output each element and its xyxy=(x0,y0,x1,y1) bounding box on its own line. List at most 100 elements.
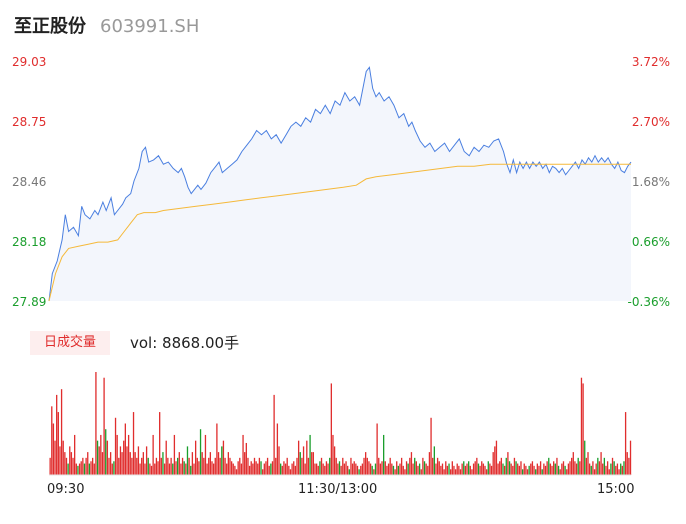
volume-bar xyxy=(371,465,373,475)
volume-bar xyxy=(340,465,342,475)
volume-bar xyxy=(402,465,404,475)
volume-bar xyxy=(350,457,352,475)
volume-bar xyxy=(177,457,179,475)
volume-bar xyxy=(168,463,171,475)
volume-bar xyxy=(502,463,504,475)
volume-bar xyxy=(600,452,602,475)
stock-name: 至正股份 xyxy=(14,16,86,37)
volume-bar xyxy=(575,463,578,475)
volume-bar xyxy=(309,434,311,475)
volume-bar xyxy=(577,457,579,475)
volume-bar xyxy=(549,463,552,475)
volume-bar xyxy=(616,463,619,475)
volume-bar xyxy=(70,452,73,475)
volume-bar xyxy=(597,457,599,475)
volume-bar xyxy=(387,463,390,475)
volume-bar xyxy=(126,446,128,475)
volume-bar xyxy=(606,461,609,475)
volume-bar xyxy=(410,452,413,475)
volume-bar xyxy=(253,457,256,475)
volume-bar xyxy=(579,461,581,475)
volume-bar xyxy=(363,457,365,475)
volume-bar xyxy=(75,463,77,475)
volume-bar xyxy=(621,465,623,475)
volume-bar xyxy=(208,457,210,475)
volume-bar xyxy=(137,446,140,475)
volume-bar xyxy=(536,463,538,475)
volume-bar xyxy=(451,461,453,475)
volume-bar xyxy=(376,423,378,475)
volume-bar xyxy=(271,461,274,475)
price-panel xyxy=(48,66,632,302)
volume-bar xyxy=(620,463,622,475)
volume-bar xyxy=(139,463,141,475)
percent-tick-label: 2.70% xyxy=(631,115,670,129)
volume-bar xyxy=(414,457,416,475)
volume-bar xyxy=(204,434,207,475)
volume-bar xyxy=(427,465,429,475)
volume-bar xyxy=(389,457,391,475)
volume-bar xyxy=(436,457,439,475)
volume-bar xyxy=(198,461,200,475)
volume-bar xyxy=(459,469,462,475)
volume-bar xyxy=(270,463,272,475)
volume-bar xyxy=(132,412,135,475)
volume-bar xyxy=(404,469,406,475)
volume-bar xyxy=(324,465,326,475)
volume-bar xyxy=(162,452,164,475)
volume-bar xyxy=(193,463,195,475)
price-tick-label: 27.89 xyxy=(12,295,47,309)
volume-bar xyxy=(487,461,489,475)
volume-bar xyxy=(481,461,483,475)
volume-bar xyxy=(391,463,393,475)
volume-bar xyxy=(263,463,265,475)
volume-bar xyxy=(360,465,362,475)
chart-header: 至正股份 603991.SH xyxy=(14,12,199,40)
volume-bar xyxy=(118,457,120,475)
volume-bar xyxy=(500,457,503,475)
volume-bar xyxy=(82,457,84,475)
volume-bar xyxy=(445,461,447,475)
volume-bar xyxy=(386,465,388,475)
price-area-fill xyxy=(49,67,631,301)
volume-bar xyxy=(191,452,194,475)
volume-bar xyxy=(466,463,468,475)
volume-bar xyxy=(409,457,411,475)
volume-bar xyxy=(123,440,125,475)
volume-bar xyxy=(626,452,628,475)
volume-bar xyxy=(77,465,79,475)
volume-bar xyxy=(178,452,180,475)
volume-bar xyxy=(216,423,218,475)
volume-bar xyxy=(432,457,434,475)
volume-bar xyxy=(482,463,485,475)
volume-bar xyxy=(87,452,89,475)
volume-bar xyxy=(145,446,148,475)
volume-bar xyxy=(222,440,225,475)
volume-bar xyxy=(80,461,82,475)
volume-bar xyxy=(201,452,203,475)
volume-bar xyxy=(342,457,344,475)
average-price-line xyxy=(48,163,631,302)
volume-bar xyxy=(392,465,395,475)
volume-bar xyxy=(217,452,220,475)
volume-bar xyxy=(142,452,144,475)
volume-bar xyxy=(203,457,205,475)
volume-bar xyxy=(348,469,350,475)
volume-bar xyxy=(237,461,239,475)
volume-bar xyxy=(293,461,295,475)
volume-bar xyxy=(224,457,226,475)
price-tick-label: 28.46 xyxy=(12,175,47,189)
volume-bar xyxy=(262,469,264,475)
volume-bar xyxy=(170,457,172,475)
volume-bar xyxy=(546,461,548,475)
volume-bar xyxy=(160,457,162,475)
volume-bar xyxy=(381,461,383,475)
volume-bar xyxy=(441,463,444,475)
volume-bar xyxy=(121,452,123,475)
volume-bar xyxy=(454,469,457,475)
volume-bar xyxy=(479,465,481,475)
volume-bar xyxy=(289,469,292,475)
time-label-open: 09:30 xyxy=(47,482,85,497)
volume-bar xyxy=(602,463,604,475)
volume-bar xyxy=(51,406,53,475)
